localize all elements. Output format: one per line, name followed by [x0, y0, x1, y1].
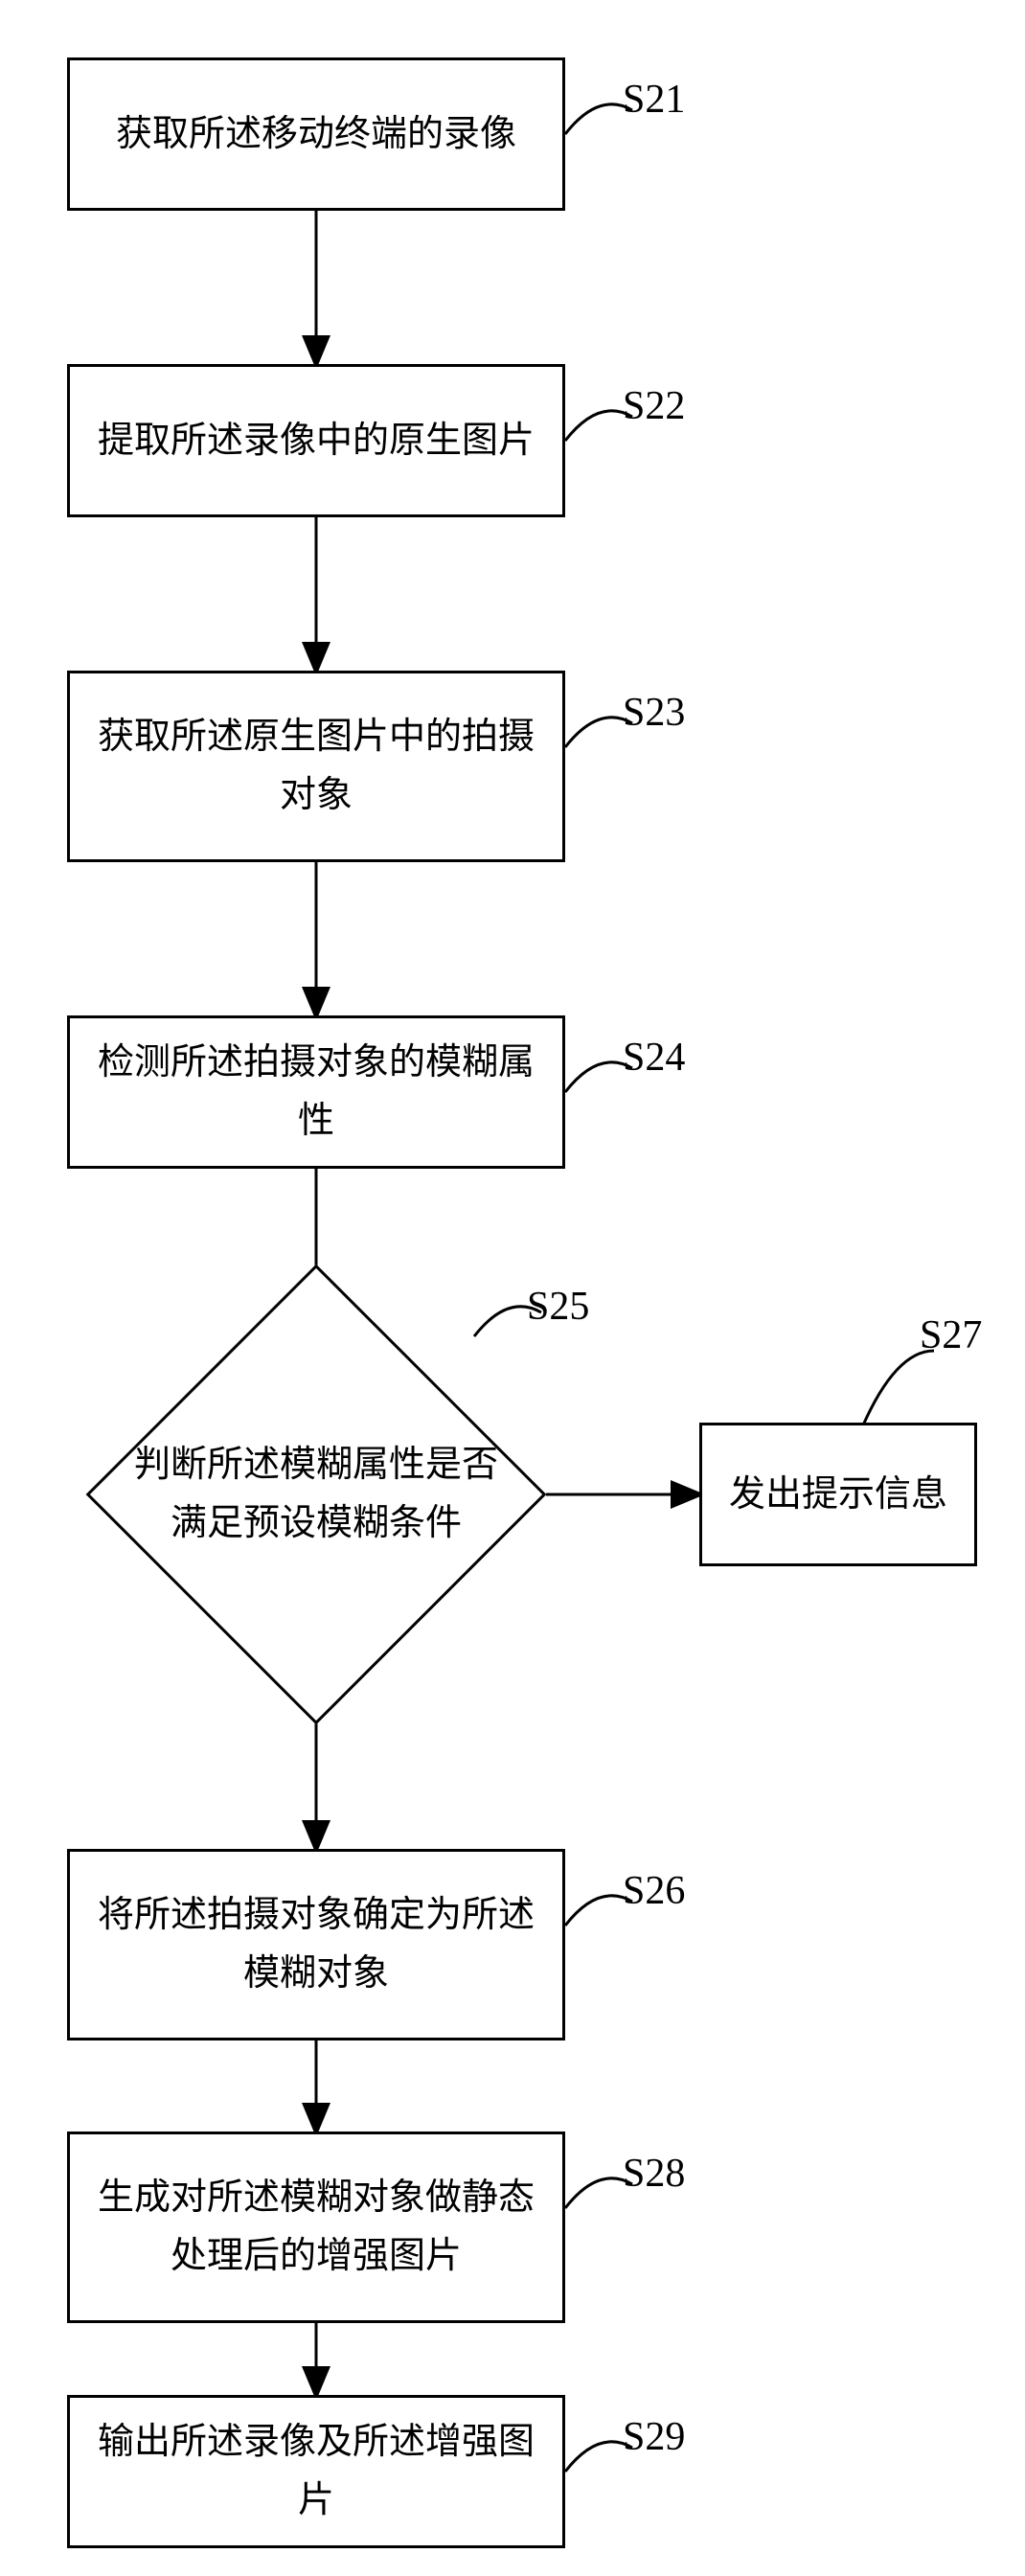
step-label-s28: S28 [623, 2151, 685, 2197]
flow-node-text-s24: 检测所述拍摄对象的模糊属性 [89, 1034, 543, 1151]
flowchart-canvas: 获取所述移动终端的录像提取所述录像中的原生图片获取所述原生图片中的拍摄对象检测所… [0, 0, 1025, 2576]
step-label-s24: S24 [623, 1035, 685, 1081]
flow-node-text-s25: 判断所述模糊属性是否满足预设模糊条件 [88, 1332, 544, 1657]
step-label-s25: S25 [527, 1284, 589, 1330]
flow-node-s26: 将所述拍摄对象确定为所述模糊对象 [67, 1849, 565, 2040]
step-label-s23: S23 [623, 690, 685, 736]
label-leader-5 [862, 1351, 934, 1427]
flow-node-s27: 发出提示信息 [699, 1423, 977, 1566]
step-label-s29: S29 [623, 2414, 685, 2460]
flow-node-text-s28: 生成对所述模糊对象做静态处理后的增强图片 [89, 2169, 543, 2286]
flow-node-s28: 生成对所述模糊对象做静态处理后的增强图片 [67, 2131, 565, 2323]
flow-node-s29: 输出所述录像及所述增强图片 [67, 2395, 565, 2548]
flow-node-text-s21: 获取所述移动终端的录像 [116, 105, 516, 164]
flow-node-text-s26: 将所述拍摄对象确定为所述模糊对象 [89, 1886, 543, 2003]
flow-node-s22: 提取所述录像中的原生图片 [67, 364, 565, 517]
flow-node-s24: 检测所述拍摄对象的模糊属性 [67, 1015, 565, 1169]
flow-node-s23: 获取所述原生图片中的拍摄对象 [67, 671, 565, 862]
flow-node-s25: 判断所述模糊属性是否满足预设模糊条件 [153, 1332, 479, 1657]
step-label-s21: S21 [623, 77, 685, 123]
flow-node-text-s23: 获取所述原生图片中的拍摄对象 [89, 708, 543, 825]
step-label-s22: S22 [623, 383, 685, 429]
flow-node-s21: 获取所述移动终端的录像 [67, 57, 565, 211]
flow-node-text-s29: 输出所述录像及所述增强图片 [89, 2413, 543, 2530]
step-label-s26: S26 [623, 1868, 685, 1914]
flow-node-text-s22: 提取所述录像中的原生图片 [98, 412, 535, 470]
flow-node-text-s27: 发出提示信息 [729, 1466, 947, 1524]
step-label-s27: S27 [920, 1312, 982, 1358]
